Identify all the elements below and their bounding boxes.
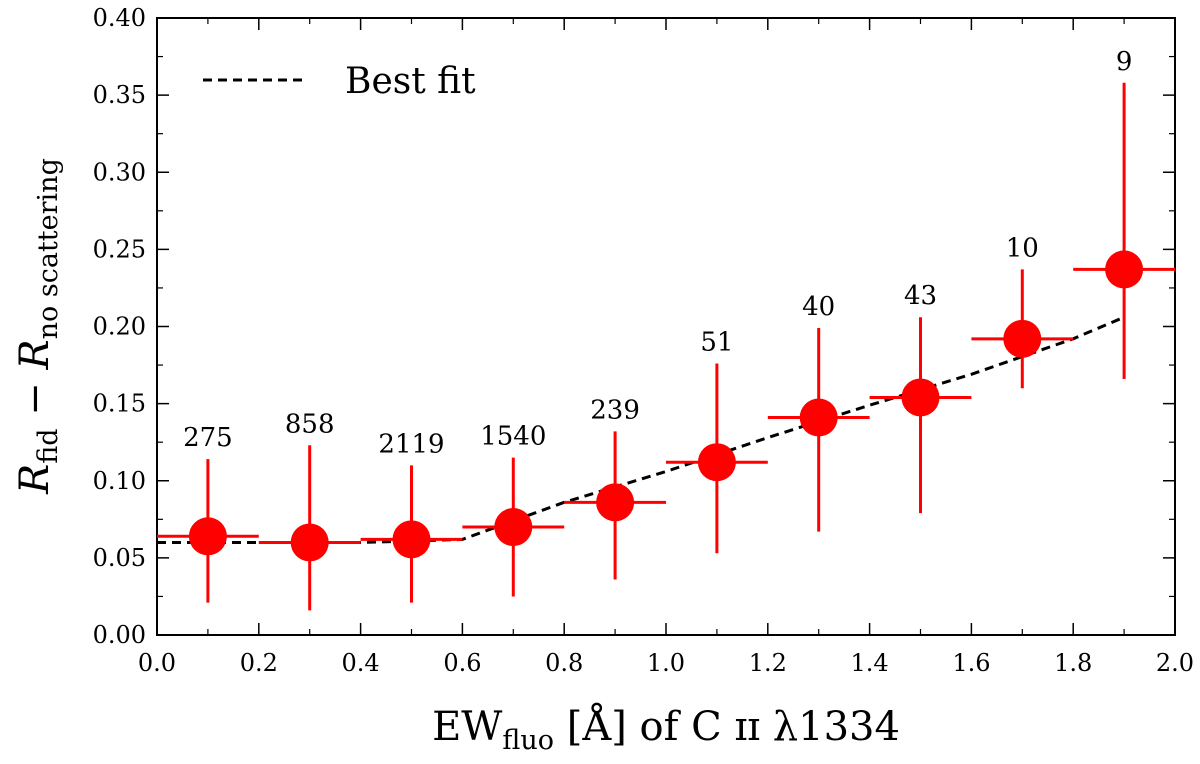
data-point-marker (1003, 319, 1042, 358)
count-label: 2119 (378, 429, 444, 459)
y-axis-title-r1: R (12, 464, 58, 495)
x-axis-title-rest: [Å] of C ɪɪ λ1334 (554, 703, 900, 750)
y-tick-label: 0.30 (93, 158, 146, 186)
data-point-marker (494, 508, 533, 547)
data-point-group (360, 465, 463, 603)
x-tick-label: 0.2 (240, 649, 278, 677)
legend: Best fit (203, 61, 476, 102)
y-axis-title-minus: − (12, 369, 58, 428)
count-label: 1540 (480, 422, 546, 452)
x-tick-label: 1.2 (749, 649, 787, 677)
y-tick-label: 0.15 (93, 390, 146, 418)
x-axis-title-main: EW (432, 704, 502, 750)
y-axis-title-sub1: fid (33, 428, 64, 463)
count-label: 858 (285, 409, 335, 439)
data-point-marker (901, 378, 940, 417)
x-tick-label: 1.8 (1054, 649, 1092, 677)
x-tick-label: 0.6 (443, 649, 481, 677)
y-axis-title-sub2: no scattering (33, 158, 64, 339)
y-tick-label: 0.40 (93, 4, 146, 32)
count-label: 51 (700, 328, 733, 358)
count-label: 10 (1006, 233, 1039, 263)
data-point-group (564, 431, 666, 580)
y-tick-label: 0.35 (93, 81, 146, 109)
x-tick-label: 0.4 (342, 649, 380, 677)
count-label: 43 (904, 281, 937, 311)
y-axis-title: Rfid − Rno scattering (12, 158, 64, 495)
x-axis-title-sub: fluo (502, 725, 554, 756)
count-label: 9 (1116, 47, 1133, 77)
x-tick-label: 0.0 (138, 649, 176, 677)
x-tick-label: 1.6 (952, 649, 990, 677)
count-label: 239 (590, 395, 640, 425)
data-point-group (666, 363, 768, 554)
y-tick-label: 0.25 (93, 235, 146, 263)
points-layer (157, 82, 1175, 611)
y-tick-label: 0.10 (93, 467, 146, 495)
data-point-marker (697, 443, 736, 482)
data-point-group (869, 317, 972, 514)
y-tick-label: 0.05 (93, 544, 146, 572)
data-point-marker (799, 398, 838, 437)
y-axis-title-r2: R (12, 339, 58, 370)
data-point-marker (188, 517, 227, 556)
data-point-group (767, 328, 870, 532)
count-label: 40 (802, 292, 835, 322)
y-tick-label: 0.00 (93, 621, 146, 649)
x-tick-label: 1.0 (647, 649, 685, 677)
data-point-group (462, 457, 565, 597)
data-point-group (971, 269, 1074, 389)
x-tick-label: 0.8 (545, 649, 583, 677)
data-point-marker (1105, 250, 1144, 289)
x-axis-title: EWfluo [Å] of C ɪɪ λ1334 (432, 703, 900, 756)
labels-layer: 275 858 2119 1540 239 51 40 43 10 9 (183, 47, 1132, 460)
x-tick-label: 2.0 (1156, 649, 1194, 677)
data-point-group (157, 459, 259, 603)
data-point-marker (290, 523, 329, 562)
x-tick-label: 1.4 (851, 649, 889, 677)
y-tick-label: 0.20 (93, 313, 146, 341)
data-point-marker (392, 520, 431, 559)
count-label: 275 (183, 423, 233, 453)
data-point-marker (596, 483, 635, 522)
data-point-group (1073, 82, 1175, 379)
data-point-group (258, 445, 361, 611)
legend-fit-label: Best fit (345, 61, 476, 102)
ticks-layer: 0.0 0.2 0.4 0.6 0.8 1.0 1.2 1.4 1.6 1.8 2.0 0.00 0.0… (93, 4, 1195, 677)
